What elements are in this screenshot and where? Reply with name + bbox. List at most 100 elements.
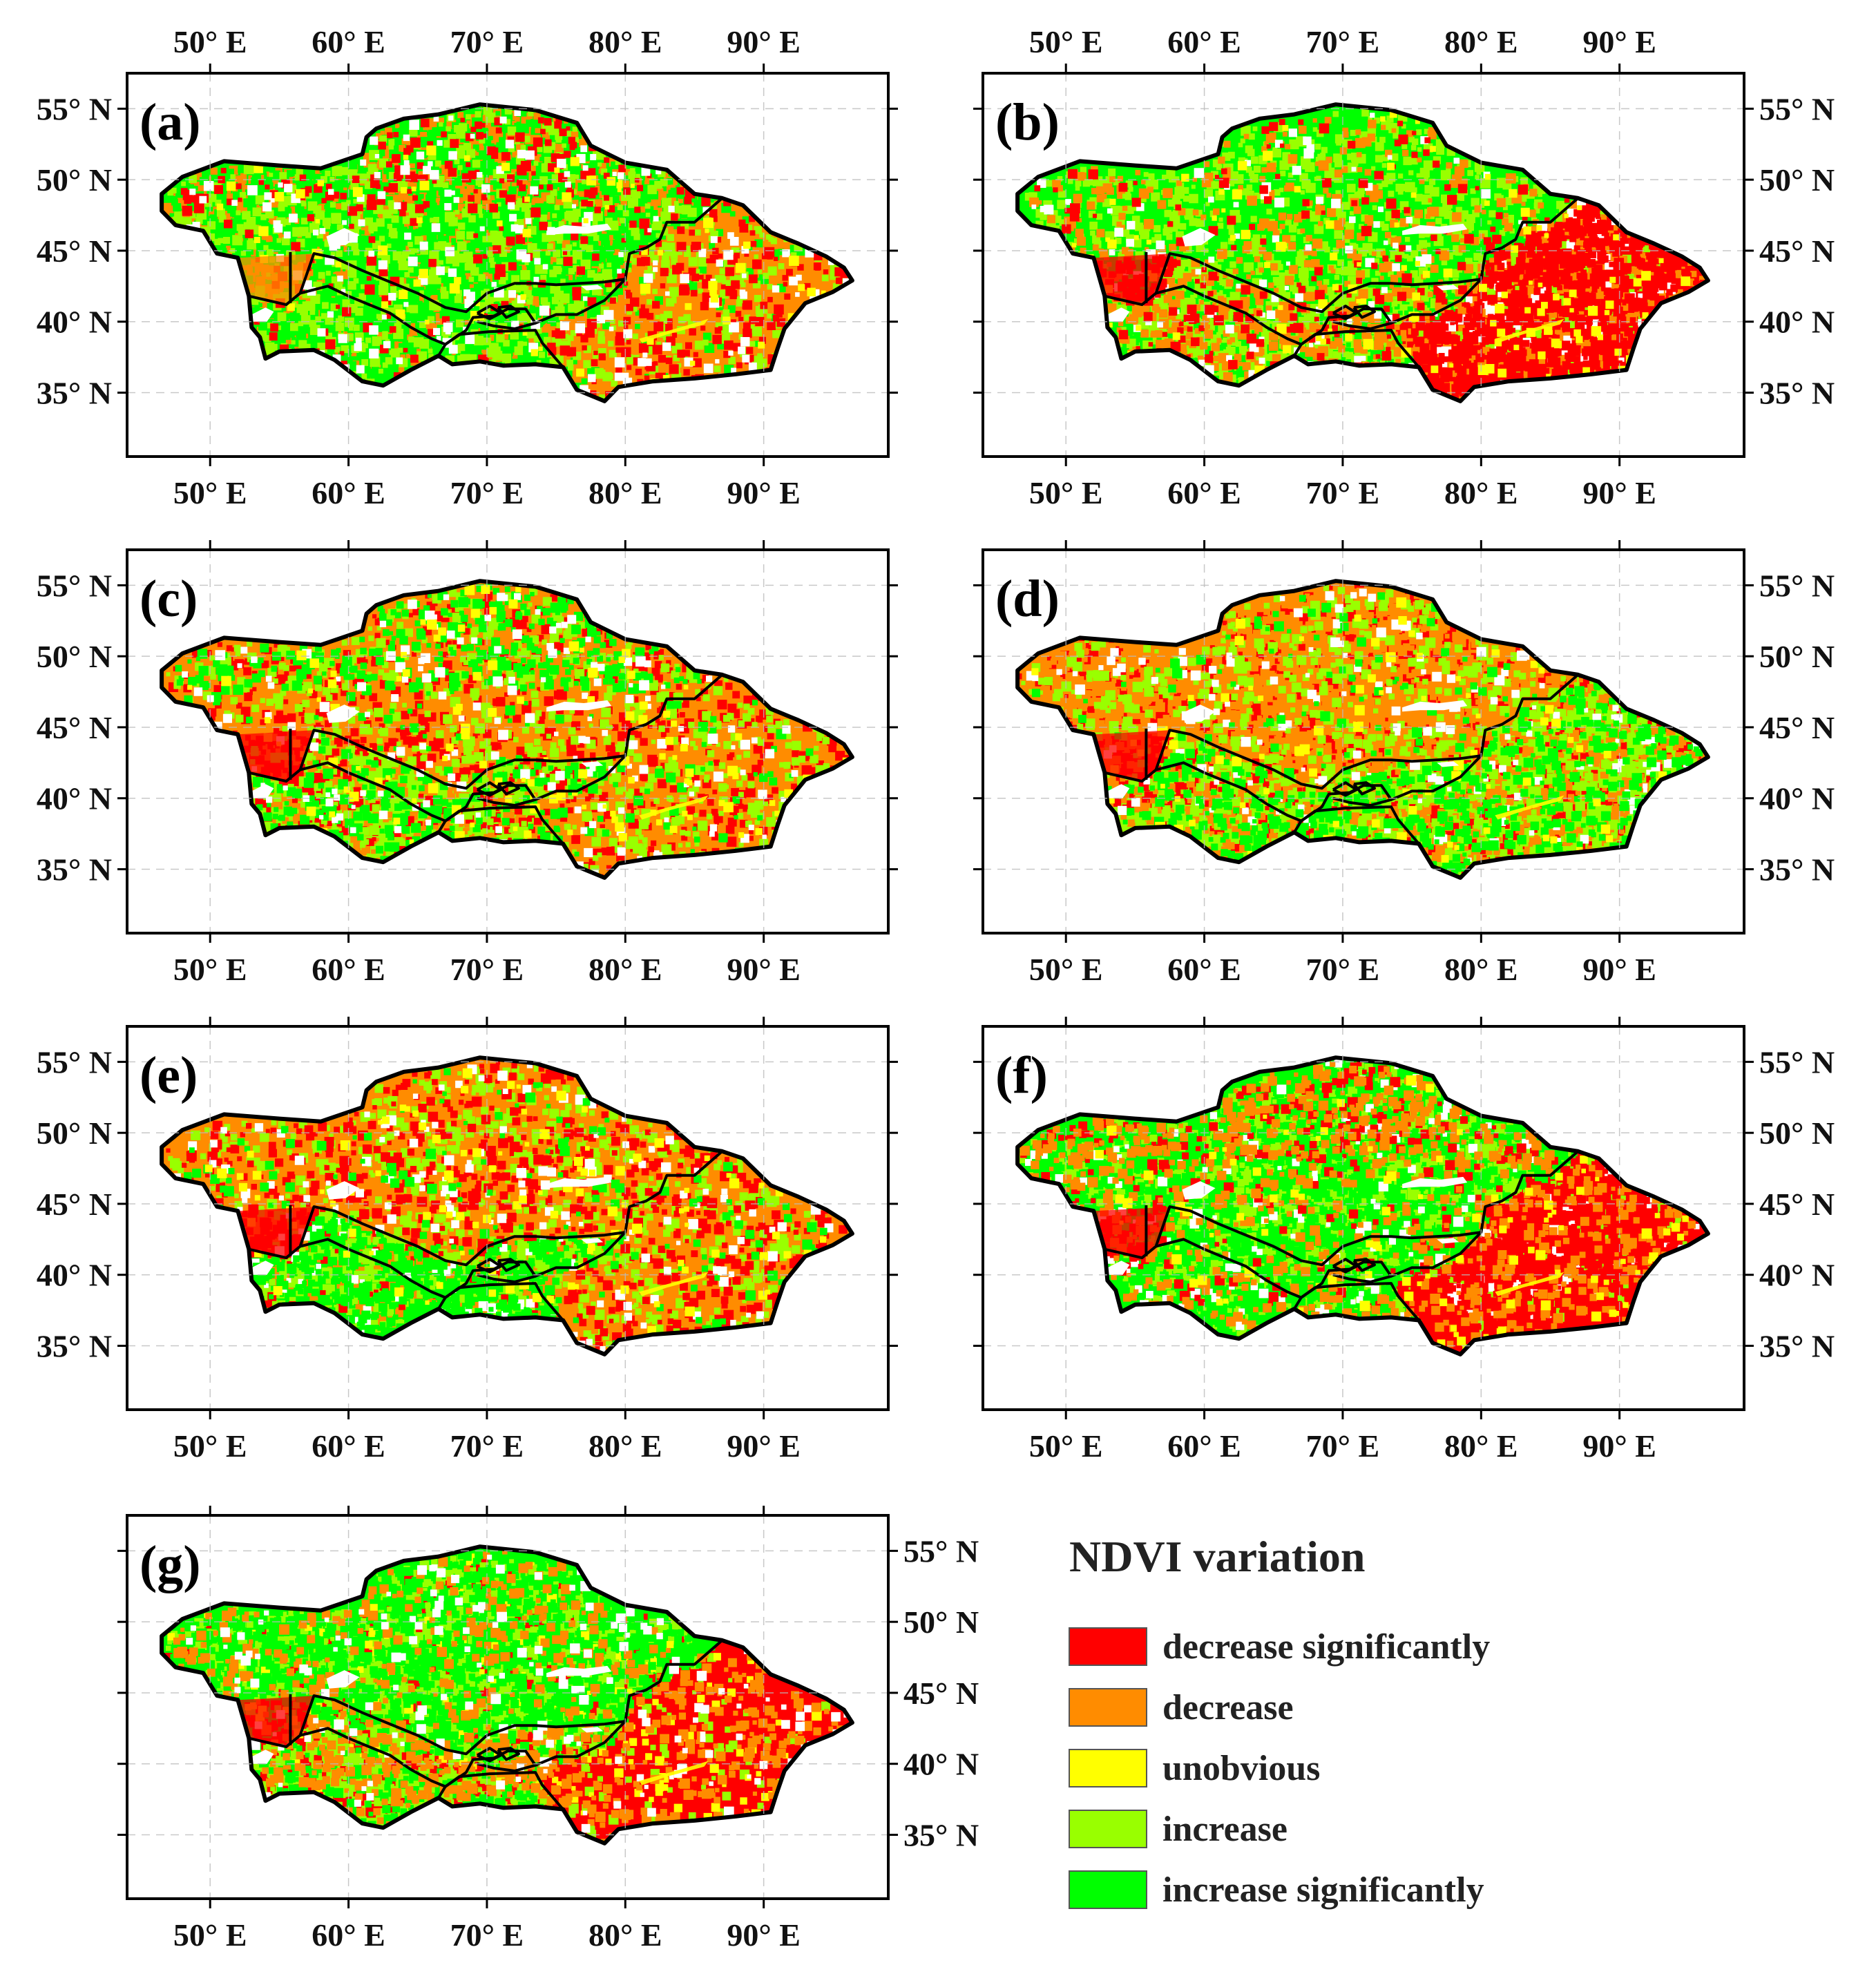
lon-tick-label: 50° E <box>173 24 247 59</box>
legend-label: decrease <box>1162 1688 1294 1727</box>
panel-frame <box>982 72 1745 458</box>
unobvious-streak <box>639 795 709 820</box>
country-border <box>1332 305 1358 320</box>
lake-nodata <box>326 1181 360 1200</box>
panel-frame <box>126 1514 890 1900</box>
lat-tick-label: 45° N <box>903 1676 979 1711</box>
panel-label: (b) <box>995 93 1060 151</box>
country-border <box>497 305 520 319</box>
lat-tick-label: 40° N <box>1759 781 1835 816</box>
country-border <box>497 1258 520 1272</box>
lat-tick-label: 45° N <box>37 710 112 745</box>
ndvi-raster <box>162 104 852 401</box>
lat-tick-label: 55° N <box>37 568 112 603</box>
lat-tick-label: 50° N <box>1759 639 1835 674</box>
panel-frame <box>126 1025 890 1411</box>
lat-tick-label: 45° N <box>37 233 112 269</box>
unobvious-streak <box>1495 795 1564 820</box>
panel-frame <box>982 1025 1745 1411</box>
lon-tick-label: 70° E <box>1306 1428 1380 1464</box>
legend-label: unobvious <box>1162 1749 1320 1788</box>
country-border <box>248 673 723 790</box>
lat-tick-label: 35° N <box>37 1329 112 1364</box>
legend: NDVI variation decrease significantly decr… <box>1069 1532 1490 1910</box>
unobvious-streak <box>1495 318 1564 343</box>
country-border <box>1156 761 1303 834</box>
lon-tick-label: 60° E <box>312 1917 385 1953</box>
ndvi-raster <box>162 1057 852 1354</box>
lon-tick-label: 60° E <box>312 952 385 987</box>
lat-tick-label: 55° N <box>37 1044 112 1080</box>
lake-nodata <box>546 223 612 236</box>
country-border <box>1352 1258 1376 1272</box>
outer-boundary <box>1015 579 1710 880</box>
country-border <box>444 1771 564 1810</box>
legend-swatch <box>1069 1870 1147 1909</box>
lon-tick-label: 60° E <box>1167 1428 1241 1464</box>
lake-nodata <box>1182 1181 1216 1200</box>
lat-tick-label: 40° N <box>37 781 112 816</box>
axis-ticks: 50° E 60° E 70° E 80° E 90° E 35° N 40° N 45° N… <box>973 1017 1835 1464</box>
lat-tick-label: 35° N <box>1759 1329 1835 1364</box>
lon-tick-label: 70° E <box>1306 24 1380 59</box>
lat-tick-label: 35° N <box>37 376 112 411</box>
lon-tick-label: 80° E <box>588 475 662 510</box>
lon-tick-label: 90° E <box>727 1428 801 1464</box>
lon-tick-label: 50° E <box>1029 952 1103 987</box>
lake-nodata <box>249 1750 274 1764</box>
country-border <box>248 197 723 314</box>
outer-boundary <box>1015 102 1710 403</box>
axis-ticks: 50° E 60° E 70° E 80° E 90° E 35° N 40° N 45° N… <box>973 540 1835 987</box>
ndvi-speckle <box>1017 106 1708 401</box>
lon-tick-label: 50° E <box>173 1917 247 1953</box>
lake-nodata <box>1437 1238 1459 1244</box>
ndvi-raster <box>1017 581 1708 878</box>
country-border <box>1104 673 1579 790</box>
country-border <box>497 781 520 796</box>
lat-tick-label: 50° N <box>37 639 112 674</box>
lake-nodata <box>1437 285 1459 291</box>
outer-boundary <box>160 579 854 880</box>
lon-tick-label: 70° E <box>1306 952 1380 987</box>
lon-tick-label: 90° E <box>727 952 801 987</box>
country-border <box>1332 1258 1358 1274</box>
outer-boundary <box>160 1055 854 1357</box>
country-border <box>1390 1231 1482 1278</box>
country-border <box>1332 781 1358 797</box>
lon-tick-label: 90° E <box>1582 952 1656 987</box>
lake-nodata <box>326 1670 360 1689</box>
legend-title: NDVI variation <box>1069 1532 1365 1581</box>
lake-nodata <box>546 700 612 712</box>
lon-tick-label: 90° E <box>727 24 801 59</box>
country-border <box>444 1282 564 1321</box>
outer-boundary <box>160 102 854 403</box>
lake-nodata <box>581 1238 604 1244</box>
country-border <box>1104 1150 1579 1267</box>
axis-ticks: 50° E 60° E 70° E 80° E 90° E 35° N 40° N 45° N… <box>37 540 898 987</box>
lat-tick-label: 55° N <box>903 1533 979 1569</box>
lake-nodata <box>546 1665 612 1678</box>
lat-tick-label: 55° N <box>1759 91 1835 126</box>
lon-tick-label: 50° E <box>1029 475 1103 510</box>
ndvi-raster <box>1017 104 1708 401</box>
country-border <box>1156 285 1303 357</box>
lat-tick-label: 40° N <box>37 1258 112 1293</box>
lon-tick-label: 80° E <box>588 952 662 987</box>
caspian-patch <box>238 730 314 782</box>
caspian-patch <box>1093 730 1170 782</box>
lon-tick-label: 80° E <box>588 1917 662 1953</box>
lat-tick-label: 50° N <box>1759 162 1835 198</box>
legend-label: increase significantly <box>1162 1870 1484 1910</box>
ndvi-speckle <box>164 583 852 878</box>
country-border <box>300 761 447 834</box>
panel-label: (g) <box>140 1535 201 1593</box>
lake-nodata <box>1402 700 1468 712</box>
lat-tick-label: 55° N <box>37 91 112 126</box>
lon-tick-label: 80° E <box>588 24 662 59</box>
caspian-patch <box>238 1696 314 1747</box>
lon-tick-label: 50° E <box>173 952 247 987</box>
caspian-patch <box>238 1207 314 1258</box>
lake-nodata <box>249 784 274 798</box>
lat-tick-label: 35° N <box>37 852 112 888</box>
lake-nodata <box>1402 1176 1468 1189</box>
